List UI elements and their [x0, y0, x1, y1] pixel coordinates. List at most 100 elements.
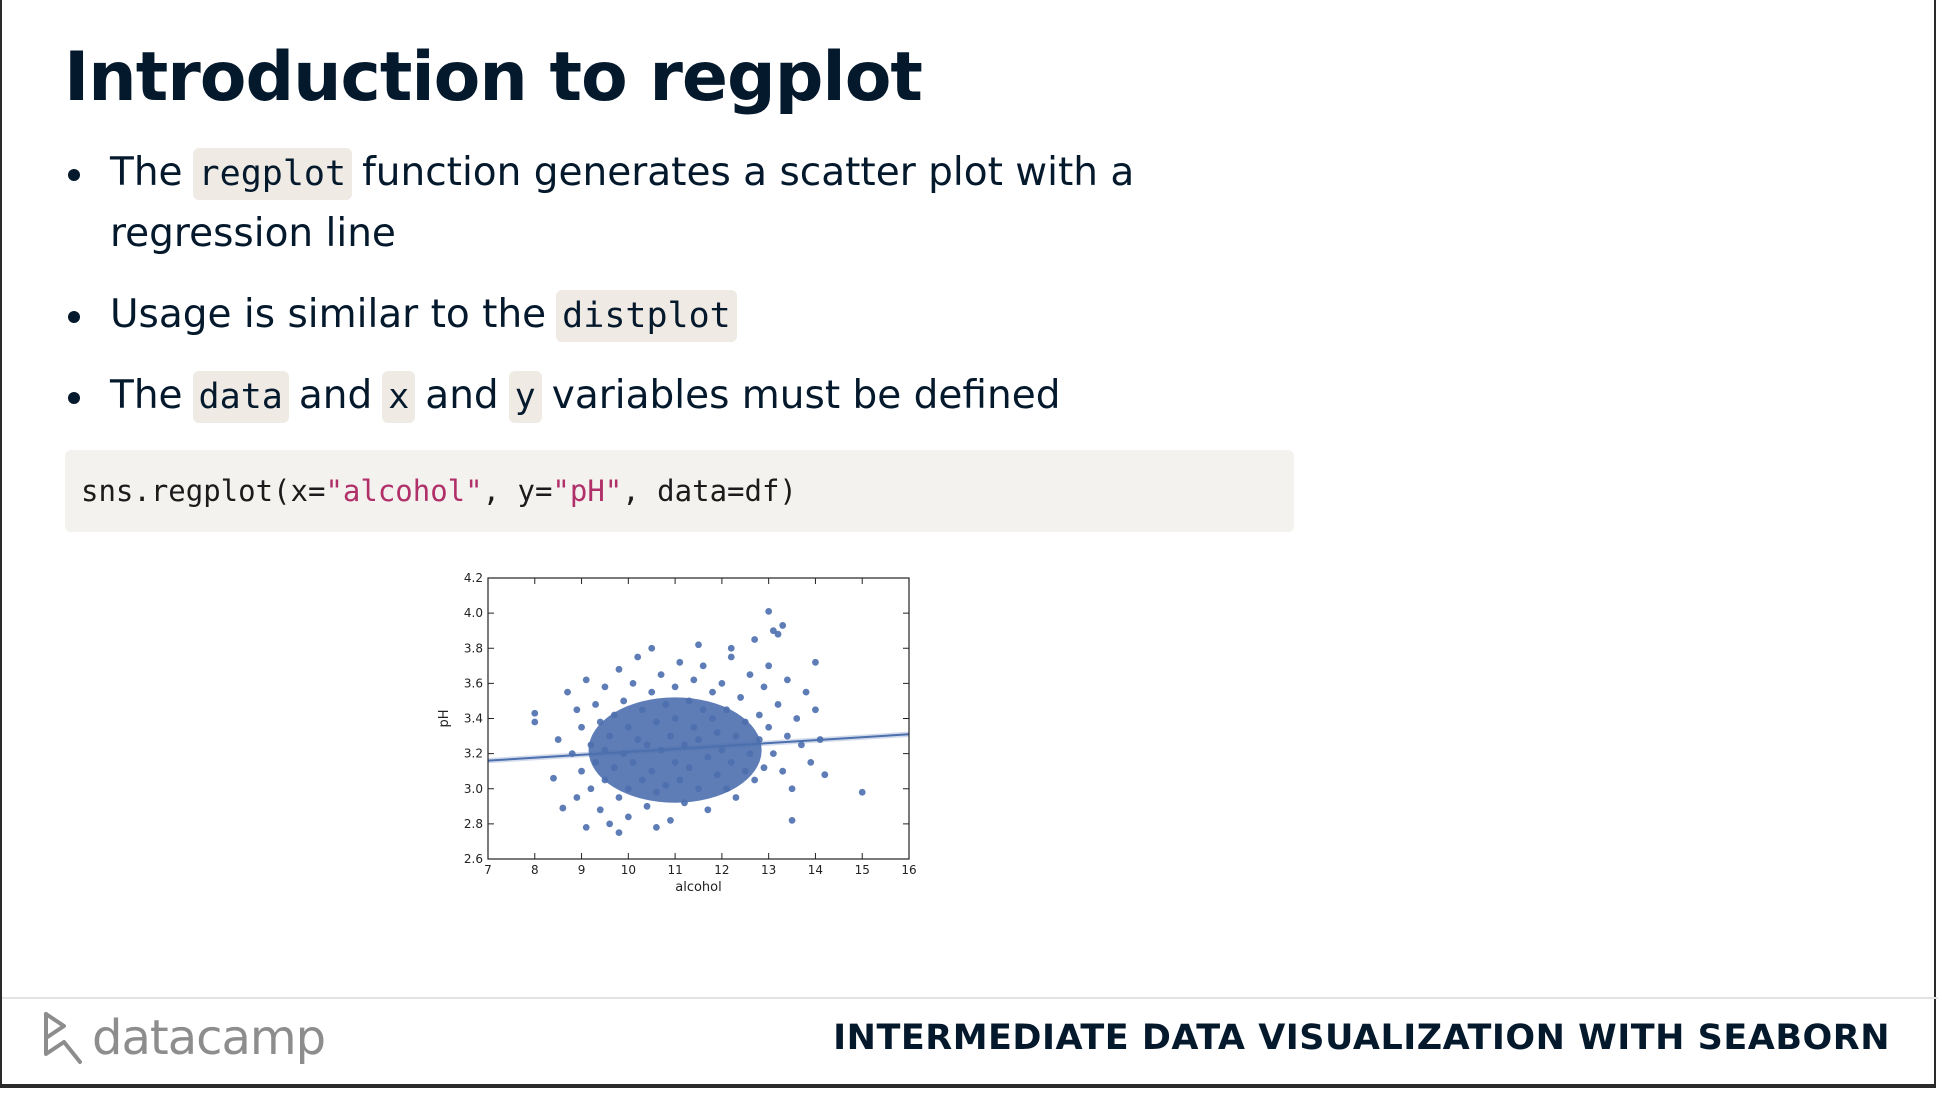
- scatter-point: [648, 767, 656, 775]
- scatter-point: [709, 688, 716, 696]
- scatter-point: [554, 736, 562, 743]
- scatter-point: [718, 679, 726, 687]
- scatter-point: [685, 764, 693, 772]
- scatter-point: [765, 607, 773, 615]
- scatter-point: [783, 676, 791, 684]
- scatter-point: [699, 706, 707, 714]
- scatter-point: [676, 658, 684, 666]
- scatter-point: [638, 776, 646, 784]
- scatter-point: [638, 706, 646, 714]
- y-tick-label: 2.6: [464, 852, 483, 866]
- scatter-point: [774, 630, 782, 638]
- scatter-point: [699, 662, 707, 670]
- scatter-point: [723, 706, 730, 714]
- y-tick-label: 3.8: [464, 641, 483, 655]
- scatter-point: [681, 741, 688, 749]
- scatter-point: [667, 816, 674, 824]
- datacamp-logo-icon: [44, 1012, 82, 1064]
- scatter-point: [587, 785, 595, 793]
- scatter-point: [751, 776, 759, 784]
- scatter-point: [755, 736, 763, 743]
- course-title: INTERMEDIATE DATA VISUALIZATION WITH SEA…: [833, 1018, 1890, 1058]
- scatter-point: [737, 694, 744, 701]
- logo-text: datacamp: [92, 1010, 326, 1066]
- inline-code: distplot: [556, 290, 737, 342]
- scatter-point: [821, 771, 829, 779]
- scatter-point: [727, 653, 735, 661]
- scatter-point: [704, 753, 712, 761]
- x-tick-label: 15: [855, 863, 870, 877]
- scatter-point: [634, 653, 642, 661]
- scatter-point: [573, 706, 581, 714]
- scatter-point: [788, 816, 796, 824]
- x-tick-label: 16: [901, 863, 916, 877]
- scatter-point: [812, 658, 819, 666]
- scatter-point: [769, 627, 777, 635]
- scatter-point: [723, 785, 730, 793]
- scatter-point: [676, 776, 684, 784]
- scatter-point: [582, 676, 590, 684]
- scatter-point: [624, 813, 632, 821]
- y-tick-label: 3.6: [464, 676, 483, 690]
- scatter-point: [648, 688, 656, 696]
- scatter-point: [681, 799, 688, 807]
- scatter-point: [779, 767, 787, 775]
- scatter-point: [765, 723, 773, 731]
- inline-code: x: [382, 371, 416, 423]
- x-tick-label: 8: [531, 863, 539, 877]
- datacamp-logo: datacamp: [42, 1010, 326, 1066]
- scatter-point: [695, 641, 702, 649]
- scatter-point: [531, 718, 539, 726]
- footer-divider: [2, 997, 1938, 999]
- bullet-item: Usage is similar to the distplot: [64, 284, 1204, 345]
- scatter-point: [783, 732, 791, 740]
- scatter-point: [582, 823, 590, 831]
- x-tick-label: 10: [621, 863, 636, 877]
- scatter-point: [704, 806, 712, 814]
- scatter-point: [592, 701, 599, 708]
- x-tick-label: 11: [667, 863, 682, 877]
- scatter-point: [732, 732, 740, 740]
- scatter-point: [596, 718, 604, 726]
- scatter-point: [727, 759, 735, 766]
- scatter-point: [578, 723, 585, 731]
- scatter-point: [615, 829, 623, 837]
- code-block: sns.regplot(x="alcohol", y="pH", data=df…: [65, 450, 1294, 532]
- scatter-point: [695, 736, 702, 743]
- scatter-point: [690, 723, 698, 731]
- bullet-text: and: [425, 373, 499, 418]
- scatter-point: [606, 732, 614, 740]
- scatter-point: [793, 715, 801, 722]
- scatter-point: [564, 688, 571, 696]
- scatter-point: [657, 671, 665, 678]
- scatter-point: [779, 622, 787, 629]
- scatter-point: [741, 718, 749, 726]
- bullet-item: The regplot function generates a scatter p…: [64, 142, 1204, 264]
- scatter-point: [685, 697, 693, 705]
- scatter-point: [690, 676, 698, 684]
- scatter-point: [802, 688, 810, 696]
- scatter-point: [662, 781, 670, 789]
- scatter-point: [634, 736, 642, 743]
- x-tick-label: 9: [578, 863, 586, 877]
- scatter-point: [713, 771, 721, 779]
- scatter-point: [667, 732, 674, 740]
- bullet-text: and: [298, 373, 373, 418]
- scatter-point: [601, 776, 609, 784]
- scatter-point: [596, 806, 604, 814]
- x-tick-label: 13: [761, 863, 776, 877]
- scatter-point: [624, 785, 632, 793]
- scatter-point: [709, 715, 716, 722]
- bullet-text: variables must be defined: [551, 373, 1061, 418]
- scatter-point: [592, 759, 599, 766]
- scatter-point: [746, 671, 754, 678]
- scatter-point: [774, 701, 782, 708]
- scatter-point: [671, 759, 679, 766]
- scatter-point: [643, 741, 651, 749]
- scatter-point: [671, 683, 679, 691]
- scatter-point: [695, 785, 702, 793]
- scatter-point: [755, 711, 763, 719]
- code-string: "alcohol": [325, 474, 483, 508]
- scatter-point: [615, 665, 623, 673]
